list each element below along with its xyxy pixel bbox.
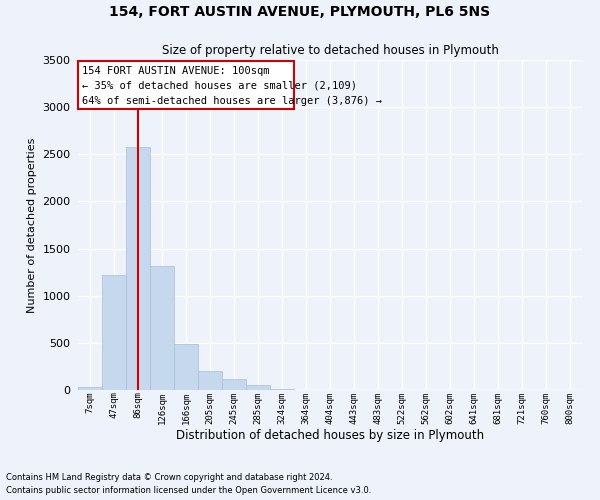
Bar: [174, 344, 198, 390]
Bar: [246, 385, 270, 390]
Y-axis label: Number of detached properties: Number of detached properties: [26, 138, 37, 312]
Title: Size of property relative to detached houses in Plymouth: Size of property relative to detached ho…: [161, 44, 499, 58]
Bar: [198, 371, 222, 390]
Bar: [270, 389, 294, 390]
Bar: [78, 387, 102, 390]
Text: 154 FORT AUSTIN AVENUE: 100sqm: 154 FORT AUSTIN AVENUE: 100sqm: [82, 66, 269, 76]
Text: Contains HM Land Registry data © Crown copyright and database right 2024.
Contai: Contains HM Land Registry data © Crown c…: [6, 474, 371, 495]
Text: ← 35% of detached houses are smaller (2,109): ← 35% of detached houses are smaller (2,…: [82, 80, 357, 90]
Bar: [126, 146, 150, 390]
FancyBboxPatch shape: [79, 61, 294, 109]
Bar: [222, 378, 246, 390]
Bar: [102, 275, 126, 390]
Text: 154, FORT AUSTIN AVENUE, PLYMOUTH, PL6 5NS: 154, FORT AUSTIN AVENUE, PLYMOUTH, PL6 5…: [109, 5, 491, 19]
X-axis label: Distribution of detached houses by size in Plymouth: Distribution of detached houses by size …: [176, 429, 484, 442]
Bar: [150, 266, 174, 390]
Text: 64% of semi-detached houses are larger (3,876) →: 64% of semi-detached houses are larger (…: [82, 96, 382, 106]
